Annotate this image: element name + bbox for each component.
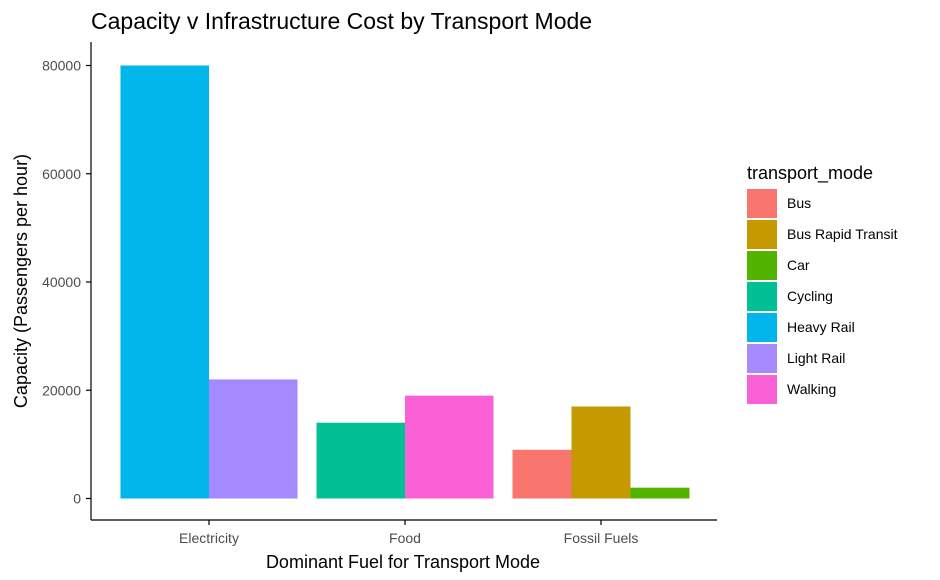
legend-key-heavy-rail [747, 313, 777, 342]
legend-key-light-rail [747, 344, 777, 373]
y-tick-label: 80000 [42, 58, 81, 74]
x-tick-label: Electricity [179, 530, 239, 546]
y-axis-title: Capacity (Passengers per hour) [11, 154, 31, 408]
x-tick-label: Food [389, 530, 421, 546]
bar-bus [512, 449, 572, 499]
x-axis-title: Dominant Fuel for Transport Mode [266, 552, 540, 572]
legend-label: Walking [787, 381, 836, 397]
legend-title: transport_mode [747, 163, 873, 184]
legend: transport_mode Bus Bus Rapid Transit Car Cy… [747, 163, 898, 404]
bar-walking [405, 395, 494, 499]
legend-label: Bus Rapid Transit [787, 226, 898, 242]
legend-key-walking [747, 375, 777, 404]
y-tick-label: 40000 [42, 274, 81, 290]
plot-area [120, 65, 690, 499]
legend-label: Bus [787, 195, 811, 211]
legend-key-cycling [747, 282, 777, 311]
legend-key-bus [747, 189, 777, 218]
legend-label: Cycling [787, 288, 833, 304]
bar-bus-rapid-transit [571, 406, 631, 499]
x-tick-label: Fossil Fuels [564, 530, 639, 546]
legend-key-car [747, 251, 777, 280]
y-tick-label: 60000 [42, 166, 81, 182]
bar-heavy-rail [120, 65, 209, 499]
chart-title: Capacity v Infrastructure Cost by Transp… [91, 8, 592, 34]
legend-label: Car [787, 257, 810, 273]
y-tick-label: 0 [73, 491, 81, 507]
legend-label: Light Rail [787, 350, 845, 366]
y-tick-label: 20000 [42, 382, 81, 398]
bar-cycling [316, 422, 405, 499]
legend-key-bus-rapid-transit [747, 220, 777, 249]
legend-label: Heavy Rail [787, 319, 855, 335]
bar-light-rail [209, 379, 298, 499]
bar-car [630, 487, 690, 499]
